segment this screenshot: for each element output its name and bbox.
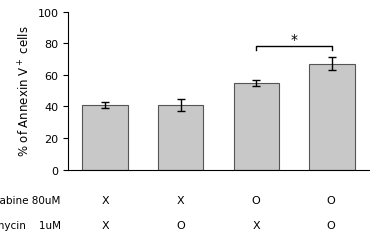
Text: Gemcitabine 80uM: Gemcitabine 80uM [0, 195, 61, 205]
Text: X: X [102, 195, 110, 205]
Text: O: O [252, 195, 260, 205]
Bar [82, 106, 128, 170]
Text: Rapamycin    1uM: Rapamycin 1uM [0, 220, 61, 230]
Text: X: X [102, 220, 110, 230]
Bar [234, 83, 279, 170]
Text: X: X [177, 195, 185, 205]
Bar [158, 106, 203, 170]
Text: *: * [291, 32, 298, 46]
Bar [309, 64, 355, 170]
Text: O: O [327, 220, 336, 230]
Text: O: O [327, 195, 336, 205]
Text: O: O [177, 220, 185, 230]
Y-axis label: % of Annexin V$^+$ cells: % of Annexin V$^+$ cells [17, 26, 32, 157]
Text: X: X [252, 220, 260, 230]
